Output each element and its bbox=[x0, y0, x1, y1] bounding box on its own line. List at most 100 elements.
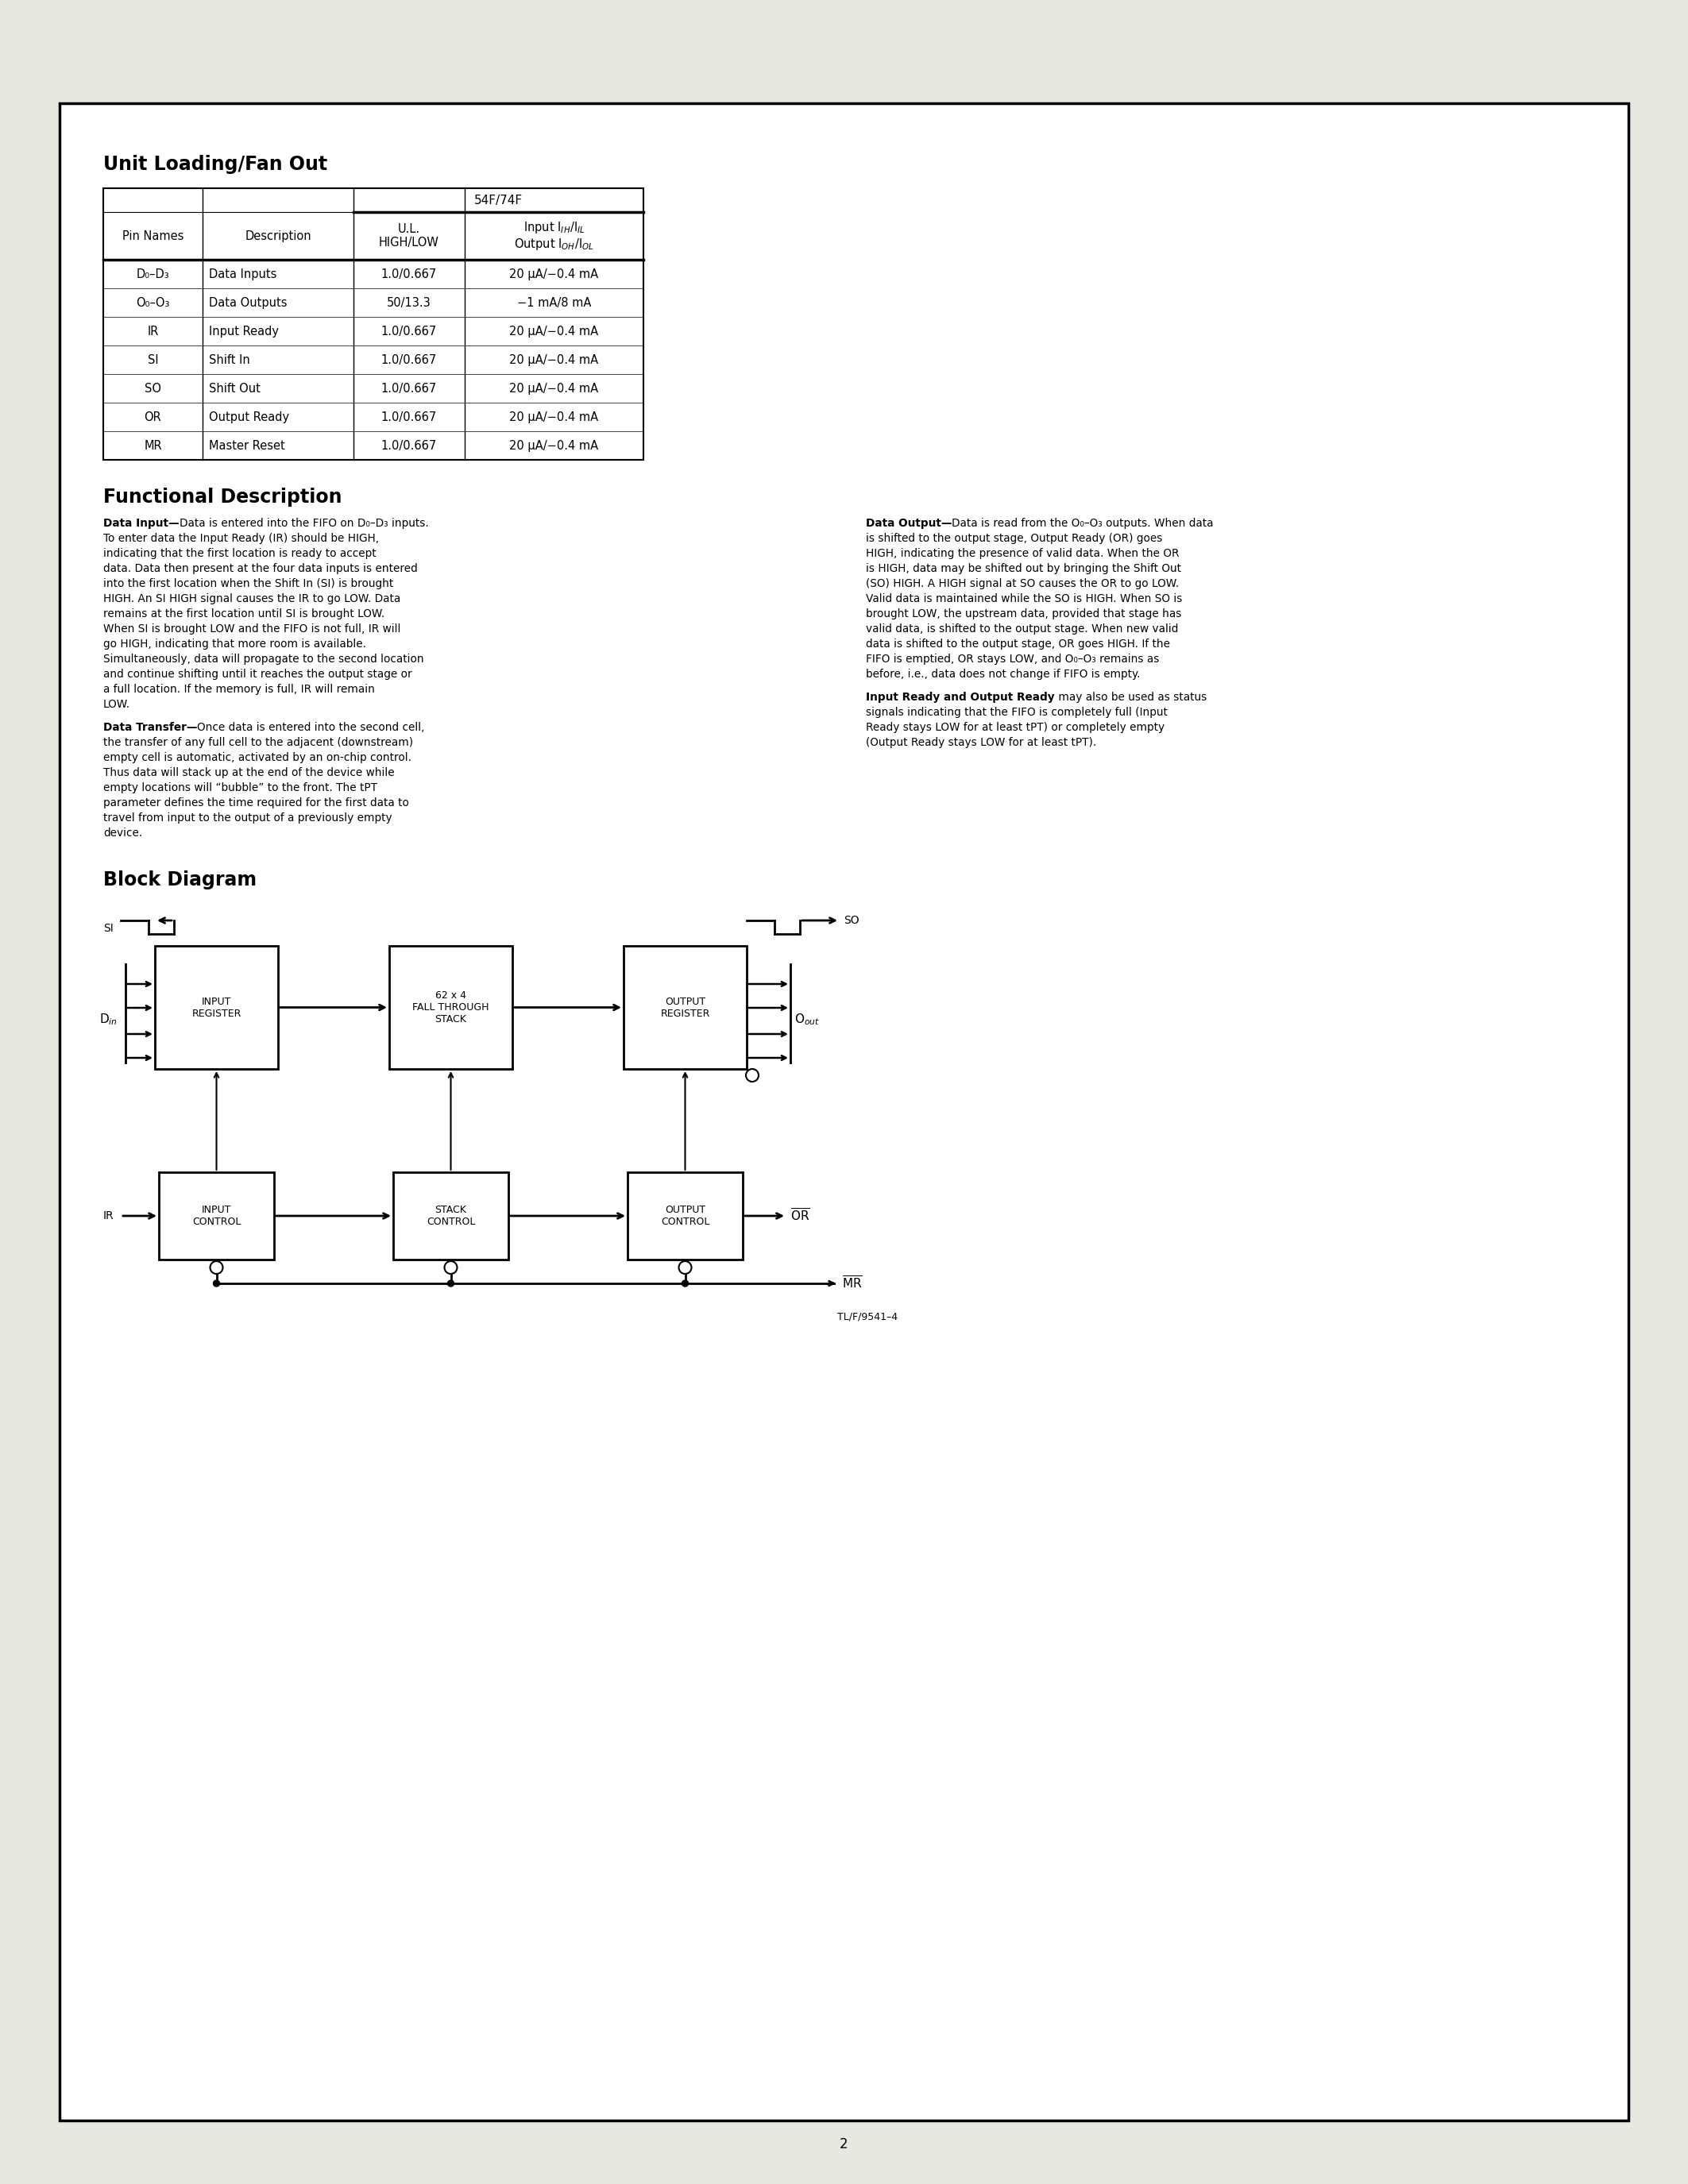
Text: Ready stays LOW for at least tPT) or completely empty: Ready stays LOW for at least tPT) or com… bbox=[866, 723, 1165, 734]
Text: Input Ready: Input Ready bbox=[209, 325, 279, 336]
Text: 1.0/0.667: 1.0/0.667 bbox=[381, 439, 437, 452]
Text: LOW.: LOW. bbox=[103, 699, 130, 710]
Text: $\overline{\mathrm{OR}}$: $\overline{\mathrm{OR}}$ bbox=[790, 1208, 810, 1223]
Text: a full location. If the memory is full, IR will remain: a full location. If the memory is full, … bbox=[103, 684, 375, 695]
Text: OR: OR bbox=[143, 411, 162, 424]
Text: Valid data is maintained while the SO is HIGH. When SO is: Valid data is maintained while the SO is… bbox=[866, 594, 1182, 605]
Text: Data Transfer—: Data Transfer— bbox=[103, 723, 197, 734]
Text: empty locations will “bubble” to the front. The tPT: empty locations will “bubble” to the fro… bbox=[103, 782, 378, 793]
Text: the transfer of any full cell to the adjacent (downstream): the transfer of any full cell to the adj… bbox=[103, 736, 414, 749]
Text: OUTPUT
REGISTER: OUTPUT REGISTER bbox=[660, 996, 711, 1018]
Text: Unit Loading/Fan Out: Unit Loading/Fan Out bbox=[103, 155, 327, 175]
Text: TL/F/9541–4: TL/F/9541–4 bbox=[837, 1310, 898, 1321]
Text: When SI is brought LOW and the FIFO is not full, IR will: When SI is brought LOW and the FIFO is n… bbox=[103, 622, 400, 636]
Text: into the first location when the Shift In (SI) is brought: into the first location when the Shift I… bbox=[103, 579, 393, 590]
Text: signals indicating that the FIFO is completely full (Input: signals indicating that the FIFO is comp… bbox=[866, 708, 1168, 719]
Text: $\overline{\mathrm{MR}}$: $\overline{\mathrm{MR}}$ bbox=[842, 1275, 863, 1291]
Text: Master Reset: Master Reset bbox=[209, 439, 285, 452]
Text: 1.0/0.667: 1.0/0.667 bbox=[381, 411, 437, 424]
Text: SI: SI bbox=[147, 354, 159, 365]
Text: Data Output—: Data Output— bbox=[866, 518, 952, 529]
Text: and continue shifting until it reaches the output stage or: and continue shifting until it reaches t… bbox=[103, 668, 412, 679]
Text: data. Data then present at the four data inputs is entered: data. Data then present at the four data… bbox=[103, 563, 417, 574]
Text: −1 mA/8 mA: −1 mA/8 mA bbox=[517, 297, 591, 308]
Circle shape bbox=[213, 1280, 219, 1286]
Text: SO: SO bbox=[145, 382, 162, 395]
Text: Shift Out: Shift Out bbox=[209, 382, 260, 395]
Text: 2: 2 bbox=[839, 2138, 847, 2151]
Text: Functional Description: Functional Description bbox=[103, 487, 343, 507]
Text: D$_{in}$: D$_{in}$ bbox=[100, 1013, 118, 1026]
Text: Output Ready: Output Ready bbox=[209, 411, 289, 424]
Text: 50/13.3: 50/13.3 bbox=[387, 297, 430, 308]
Text: Data is entered into the FIFO on D₀–D₃ inputs.: Data is entered into the FIFO on D₀–D₃ i… bbox=[179, 518, 429, 529]
Text: FIFO is emptied, OR stays LOW, and O₀–O₃ remains as: FIFO is emptied, OR stays LOW, and O₀–O₃… bbox=[866, 653, 1160, 664]
Text: STACK
CONTROL: STACK CONTROL bbox=[427, 1206, 476, 1227]
Text: remains at the first location until SI is brought LOW.: remains at the first location until SI i… bbox=[103, 609, 385, 620]
Text: may also be used as status: may also be used as status bbox=[1055, 692, 1207, 703]
Text: 1.0/0.667: 1.0/0.667 bbox=[381, 354, 437, 365]
Text: SO: SO bbox=[844, 915, 859, 926]
Text: MR: MR bbox=[143, 439, 162, 452]
Text: Data is read from the O₀–O₃ outputs. When data: Data is read from the O₀–O₃ outputs. Whe… bbox=[952, 518, 1214, 529]
Text: Simultaneously, data will propagate to the second location: Simultaneously, data will propagate to t… bbox=[103, 653, 424, 664]
Bar bbox=[393, 1173, 508, 1260]
Text: valid data, is shifted to the output stage. When new valid: valid data, is shifted to the output sta… bbox=[866, 622, 1178, 636]
Text: before, i.e., data does not change if FIFO is empty.: before, i.e., data does not change if FI… bbox=[866, 668, 1141, 679]
Text: 62 x 4
FALL THROUGH
STACK: 62 x 4 FALL THROUGH STACK bbox=[412, 989, 490, 1024]
Text: Pin Names: Pin Names bbox=[122, 229, 184, 242]
Text: 20 μA/−0.4 mA: 20 μA/−0.4 mA bbox=[510, 325, 599, 336]
Bar bbox=[103, 188, 643, 461]
Text: HIGH. An SI HIGH signal causes the IR to go LOW. Data: HIGH. An SI HIGH signal causes the IR to… bbox=[103, 594, 400, 605]
Circle shape bbox=[444, 1260, 457, 1273]
Text: Data Inputs: Data Inputs bbox=[209, 269, 277, 280]
Text: IR: IR bbox=[103, 1210, 115, 1221]
Text: is HIGH, data may be shifted out by bringing the Shift Out: is HIGH, data may be shifted out by brin… bbox=[866, 563, 1182, 574]
Text: go HIGH, indicating that more room is available.: go HIGH, indicating that more room is av… bbox=[103, 638, 366, 649]
Text: Input Ready and Output Ready: Input Ready and Output Ready bbox=[866, 692, 1055, 703]
Text: parameter defines the time required for the first data to: parameter defines the time required for … bbox=[103, 797, 408, 808]
Text: INPUT
REGISTER: INPUT REGISTER bbox=[192, 996, 241, 1018]
Text: Once data is entered into the second cell,: Once data is entered into the second cel… bbox=[197, 723, 425, 734]
Circle shape bbox=[682, 1280, 689, 1286]
Text: IR: IR bbox=[147, 325, 159, 336]
Text: INPUT
CONTROL: INPUT CONTROL bbox=[192, 1206, 241, 1227]
Text: is shifted to the output stage, Output Ready (OR) goes: is shifted to the output stage, Output R… bbox=[866, 533, 1163, 544]
Text: (SO) HIGH. A HIGH signal at SO causes the OR to go LOW.: (SO) HIGH. A HIGH signal at SO causes th… bbox=[866, 579, 1178, 590]
Text: D₀–D₃: D₀–D₃ bbox=[137, 269, 169, 280]
Circle shape bbox=[447, 1280, 454, 1286]
Circle shape bbox=[746, 1068, 758, 1081]
Text: device.: device. bbox=[103, 828, 142, 839]
Text: To enter data the Input Ready (IR) should be HIGH,: To enter data the Input Ready (IR) shoul… bbox=[103, 533, 380, 544]
Text: 20 μA/−0.4 mA: 20 μA/−0.4 mA bbox=[510, 269, 599, 280]
Text: 54F/74F: 54F/74F bbox=[474, 194, 523, 205]
Bar bbox=[159, 1173, 273, 1260]
Bar bbox=[390, 946, 513, 1068]
Text: O₀–O₃: O₀–O₃ bbox=[137, 297, 170, 308]
Text: Data Outputs: Data Outputs bbox=[209, 297, 287, 308]
Text: Shift In: Shift In bbox=[209, 354, 250, 365]
Text: 20 μA/−0.4 mA: 20 μA/−0.4 mA bbox=[510, 411, 599, 424]
Text: Block Diagram: Block Diagram bbox=[103, 871, 257, 889]
Text: O$_{out}$: O$_{out}$ bbox=[795, 1013, 820, 1026]
Bar bbox=[623, 946, 746, 1068]
Text: HIGH, indicating the presence of valid data. When the OR: HIGH, indicating the presence of valid d… bbox=[866, 548, 1180, 559]
Text: 1.0/0.667: 1.0/0.667 bbox=[381, 269, 437, 280]
Text: U.L.
HIGH/LOW: U.L. HIGH/LOW bbox=[378, 223, 439, 249]
Text: brought LOW, the upstream data, provided that stage has: brought LOW, the upstream data, provided… bbox=[866, 609, 1182, 620]
Text: OUTPUT
CONTROL: OUTPUT CONTROL bbox=[660, 1206, 709, 1227]
Text: SI: SI bbox=[103, 924, 113, 935]
Text: Data Input—: Data Input— bbox=[103, 518, 179, 529]
Bar bbox=[155, 946, 279, 1068]
Bar bbox=[628, 1173, 743, 1260]
Text: data is shifted to the output stage, OR goes HIGH. If the: data is shifted to the output stage, OR … bbox=[866, 638, 1170, 649]
Text: travel from input to the output of a previously empty: travel from input to the output of a pre… bbox=[103, 812, 392, 823]
Text: Description: Description bbox=[245, 229, 311, 242]
Circle shape bbox=[209, 1260, 223, 1273]
Circle shape bbox=[679, 1260, 692, 1273]
Text: empty cell is automatic, activated by an on-chip control.: empty cell is automatic, activated by an… bbox=[103, 751, 412, 762]
Text: 1.0/0.667: 1.0/0.667 bbox=[381, 382, 437, 395]
Text: (Output Ready stays LOW for at least tPT).: (Output Ready stays LOW for at least tPT… bbox=[866, 736, 1097, 749]
Text: indicating that the first location is ready to accept: indicating that the first location is re… bbox=[103, 548, 376, 559]
Text: 20 μA/−0.4 mA: 20 μA/−0.4 mA bbox=[510, 439, 599, 452]
